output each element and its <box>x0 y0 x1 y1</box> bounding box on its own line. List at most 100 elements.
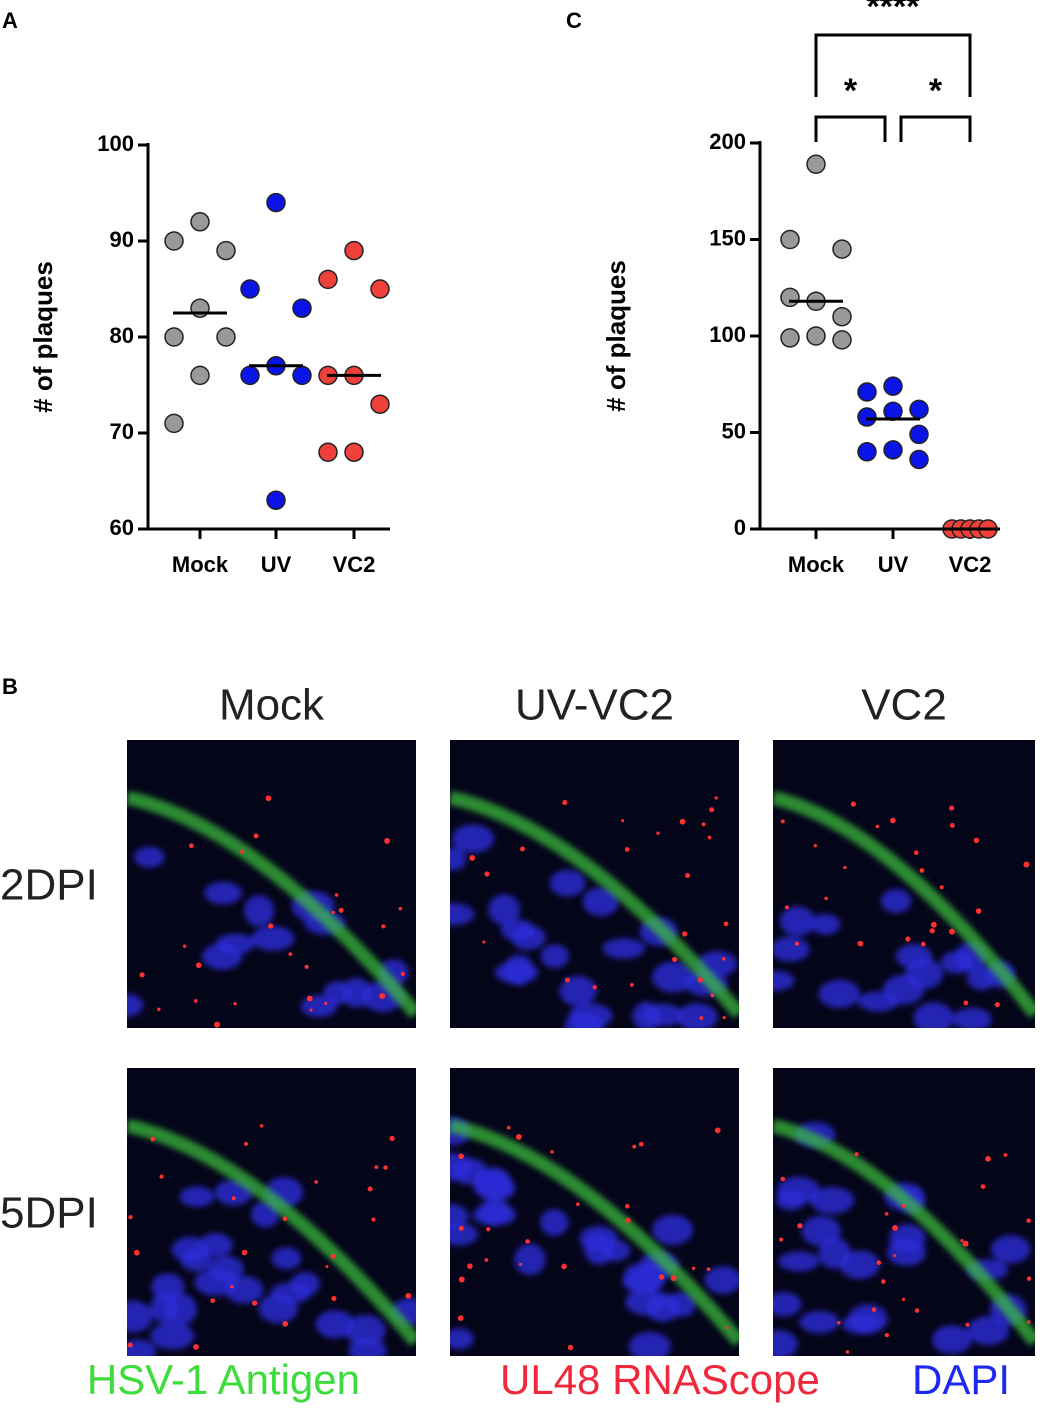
rna-dot <box>133 1249 140 1256</box>
micrograph <box>450 1068 739 1356</box>
rna-dot <box>722 957 726 961</box>
nuclei <box>450 1117 739 1356</box>
significance-bracket <box>899 115 972 142</box>
rna-dot <box>304 964 309 969</box>
rna-dot <box>779 1237 784 1242</box>
rna-dot <box>949 928 955 935</box>
rna-dot <box>875 824 880 829</box>
data-point <box>857 407 877 427</box>
rna-dot <box>282 1216 288 1222</box>
rna-dot <box>672 956 678 963</box>
rna-dot <box>383 1165 388 1170</box>
nucleus <box>215 933 255 955</box>
rna-dot <box>960 1239 964 1243</box>
rna-dot <box>330 1253 336 1259</box>
nucleus <box>628 1331 671 1356</box>
rna-dot <box>306 995 313 1002</box>
rna-dot <box>625 1204 630 1209</box>
rna-dot <box>632 1144 637 1149</box>
rna-dot <box>241 1249 248 1256</box>
nucleus <box>895 944 933 969</box>
nucleus <box>810 1186 855 1214</box>
rna-dot <box>231 1196 236 1201</box>
rna-dot <box>697 977 703 983</box>
nucleus <box>778 1251 820 1272</box>
rna-dot <box>797 1223 803 1229</box>
y-tick-label: 100 <box>709 322 746 347</box>
column-title: UV-VC2 <box>515 681 674 730</box>
rna-dot <box>565 977 571 983</box>
nucleus <box>799 1310 840 1334</box>
rna-dot <box>893 1254 897 1258</box>
nucleus <box>127 1339 157 1356</box>
rna-dot <box>567 1344 574 1351</box>
nucleus <box>940 950 974 974</box>
rna-dot <box>929 928 935 934</box>
nucleus <box>150 1322 195 1350</box>
nucleus <box>150 1292 179 1324</box>
rna-dot <box>884 1332 890 1338</box>
rna-dot <box>506 1125 511 1130</box>
nucleus <box>579 1225 618 1252</box>
data-point <box>190 212 210 232</box>
nucleus <box>568 1003 613 1028</box>
rna-dot <box>930 921 937 928</box>
y-tick-label: 0 <box>734 515 746 540</box>
rna-dot <box>253 833 259 839</box>
nucleus <box>652 1214 694 1246</box>
x-tick-label: VC2 <box>949 552 992 577</box>
nucleus <box>841 1314 882 1335</box>
data-point <box>318 442 338 462</box>
rna-dot <box>1026 1320 1031 1324</box>
rna-dot <box>519 1262 523 1266</box>
micrograph-bg <box>127 740 416 1028</box>
nucleus <box>244 895 275 927</box>
data-point <box>857 382 877 402</box>
rna-dot <box>244 1141 249 1146</box>
y-tick-label: 200 <box>709 129 746 154</box>
rna-dot <box>398 906 403 911</box>
rna-dot <box>920 941 926 947</box>
rna-dot <box>685 872 691 878</box>
rna-dot <box>845 1350 850 1354</box>
rna-dot <box>193 998 198 1003</box>
rna-dot <box>210 1298 216 1304</box>
nuclei <box>127 846 409 1018</box>
y-tick-label: 80 <box>110 323 134 348</box>
nucleus <box>345 1314 386 1347</box>
nucleus <box>450 1328 474 1350</box>
rna-dot <box>824 896 828 901</box>
micrograph <box>127 740 416 1028</box>
rna-dot <box>325 1265 329 1269</box>
rna-dot <box>550 1150 554 1154</box>
rna-dot <box>1003 1153 1008 1157</box>
nucleus <box>932 1325 972 1355</box>
rna-dot <box>901 1203 906 1208</box>
rna-dot <box>905 936 911 942</box>
nucleus <box>451 1158 488 1185</box>
nucleus <box>300 995 338 1018</box>
nucleus <box>952 1007 992 1028</box>
y-tick-label: 70 <box>110 419 134 444</box>
rna-dot <box>482 940 486 944</box>
x-tick-label: VC2 <box>333 552 376 577</box>
column-title: Mock <box>219 681 325 730</box>
rna-dot <box>699 1016 704 1020</box>
rna-dot <box>525 1239 530 1244</box>
rna-dot <box>725 1326 729 1330</box>
data-point <box>266 490 286 510</box>
data-point <box>909 449 929 470</box>
nucleus <box>773 936 810 962</box>
nucleus <box>559 975 597 1007</box>
micrograph <box>773 740 1035 1028</box>
nucleus <box>224 1276 264 1304</box>
rna-dot <box>259 1124 264 1128</box>
data-point <box>780 287 800 308</box>
nucleus <box>773 970 795 991</box>
data-point <box>909 399 929 420</box>
rna-dot <box>682 931 688 937</box>
nucleus <box>643 1003 684 1027</box>
antigen-stain <box>450 790 739 1019</box>
rna-dot <box>389 1135 395 1142</box>
